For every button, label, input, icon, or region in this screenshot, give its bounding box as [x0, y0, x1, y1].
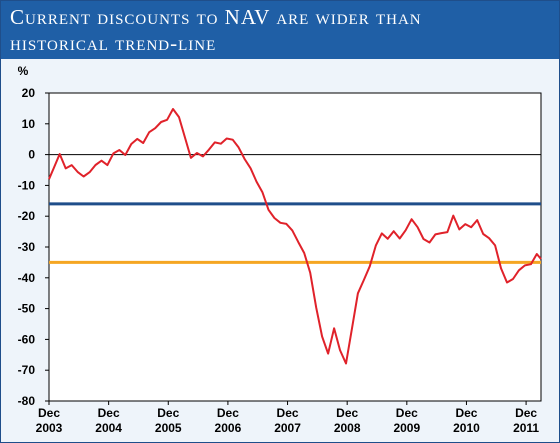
chart-title-line-2: historical trend-line: [10, 31, 217, 55]
x-tick-label-month: Dec: [277, 406, 299, 420]
x-tick-label-month: Dec: [515, 406, 537, 420]
x-tick-label-year: 2011: [513, 421, 539, 435]
x-tick-label-year: 2009: [393, 421, 420, 435]
x-tick-label-month: Dec: [455, 406, 477, 420]
series-line: [48, 108, 542, 365]
x-tick-label-month: Dec: [336, 406, 358, 420]
y-tick-label: 0: [28, 148, 35, 162]
line-chart: %20100-10-20-30-40-50-60-70-80Dec2003Dec…: [18, 64, 542, 435]
x-tick-label-year: 2007: [274, 421, 301, 435]
chart-title-line-1: Current discounts to NAV are wider than: [10, 5, 422, 29]
title-band: Current discounts to NAV are wider than …: [1, 1, 559, 59]
y-tick-label: -70: [18, 363, 36, 377]
x-tick-label-year: 2005: [155, 421, 182, 435]
x-tick-label-year: 2004: [95, 421, 122, 435]
x-tick-label-year: 2003: [36, 421, 63, 435]
y-tick-label: -60: [18, 332, 36, 346]
y-tick-label: 20: [22, 86, 36, 100]
x-tick-label-month: Dec: [396, 406, 418, 420]
x-tick-label-month: Dec: [98, 406, 120, 420]
y-axis-unit-label: %: [18, 64, 29, 78]
y-tick-label: -80: [18, 394, 36, 408]
y-tick-label: -20: [18, 209, 36, 223]
x-tick-label-year: 2006: [215, 421, 242, 435]
x-tick-label-year: 2010: [453, 421, 480, 435]
y-tick-label: -30: [18, 240, 36, 254]
y-tick-label: -10: [18, 178, 36, 192]
x-tick-label-month: Dec: [217, 406, 239, 420]
y-tick-label: -40: [18, 271, 36, 285]
x-tick-label-month: Dec: [38, 406, 60, 420]
y-tick-label: -50: [18, 302, 36, 316]
x-tick-label-year: 2008: [334, 421, 361, 435]
y-tick-label: 10: [22, 117, 36, 131]
plot-area: [48, 92, 542, 402]
x-tick-label-month: Dec: [157, 406, 179, 420]
